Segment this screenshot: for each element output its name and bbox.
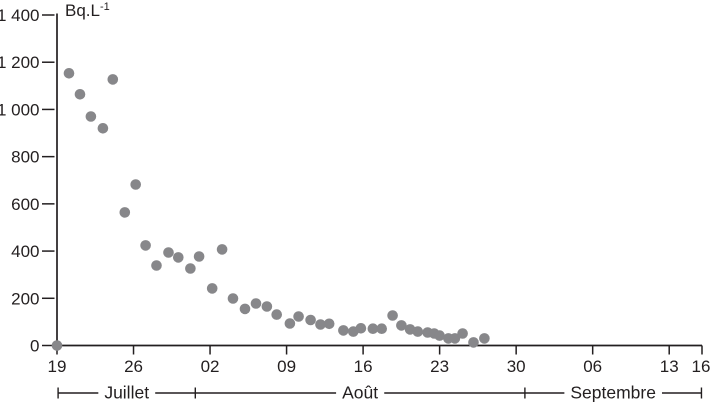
data-point <box>130 179 141 190</box>
y-tick-label: 0 <box>30 337 39 356</box>
data-point <box>367 323 379 335</box>
data-point <box>193 251 205 262</box>
x-tick-label: 16 <box>354 357 373 376</box>
data-point <box>396 320 407 331</box>
x-tick-label: 30 <box>507 357 526 376</box>
data-point <box>376 323 388 335</box>
y-tick-label: 1 000 <box>0 100 40 119</box>
data-point <box>434 330 445 341</box>
data-point <box>85 111 97 122</box>
data-point <box>173 252 184 263</box>
month-label: Septembre <box>570 383 656 403</box>
month-label: Juillet <box>104 383 149 403</box>
data-point <box>151 260 162 271</box>
data-point <box>51 340 63 351</box>
data-point <box>449 333 461 344</box>
data-point <box>185 263 196 274</box>
data-point <box>227 293 239 304</box>
y-axis-unit-label: Bq.L-1 <box>65 1 110 20</box>
data-point <box>284 318 296 329</box>
data-point <box>271 309 283 320</box>
y-tick-label: 1 400 <box>0 6 40 25</box>
data-point <box>163 247 174 258</box>
data-point <box>338 325 349 336</box>
y-tick-label: 400 <box>11 242 39 261</box>
data-point <box>479 333 490 344</box>
data-point <box>323 318 335 330</box>
data-point <box>261 301 273 312</box>
data-point <box>305 314 316 326</box>
x-tick-label: 02 <box>201 357 220 376</box>
month-label-background <box>98 382 156 403</box>
x-tick-label: 23 <box>430 357 449 376</box>
y-tick-label: 1 200 <box>0 53 40 72</box>
data-point <box>355 323 367 334</box>
data-point <box>119 207 131 218</box>
data-point <box>140 240 151 251</box>
x-tick-label: 09 <box>277 357 296 376</box>
y-tick-label: 800 <box>11 148 39 167</box>
data-point <box>216 244 228 255</box>
data-point <box>468 337 479 348</box>
data-point <box>457 328 468 339</box>
x-tick-label: 19 <box>48 357 67 376</box>
y-tick-label: 200 <box>11 289 39 308</box>
x-tick-label: 13 <box>660 357 679 376</box>
data-point <box>97 123 109 134</box>
data-point <box>206 283 218 294</box>
data-point <box>74 89 86 100</box>
x-tick-label: 06 <box>583 357 602 376</box>
data-point <box>412 326 424 337</box>
data-point <box>387 310 398 321</box>
y-tick-label: 600 <box>11 195 39 214</box>
data-point <box>239 303 251 315</box>
data-point <box>315 319 326 330</box>
month-label: Août <box>342 383 378 403</box>
x-tick-label: 16 <box>692 357 710 376</box>
data-point <box>250 298 262 309</box>
month-label-background <box>336 382 385 403</box>
data-point <box>107 74 119 85</box>
data-point <box>63 68 75 79</box>
data-point <box>293 311 304 322</box>
x-tick-label: 26 <box>124 357 143 376</box>
month-label-background <box>564 382 662 403</box>
